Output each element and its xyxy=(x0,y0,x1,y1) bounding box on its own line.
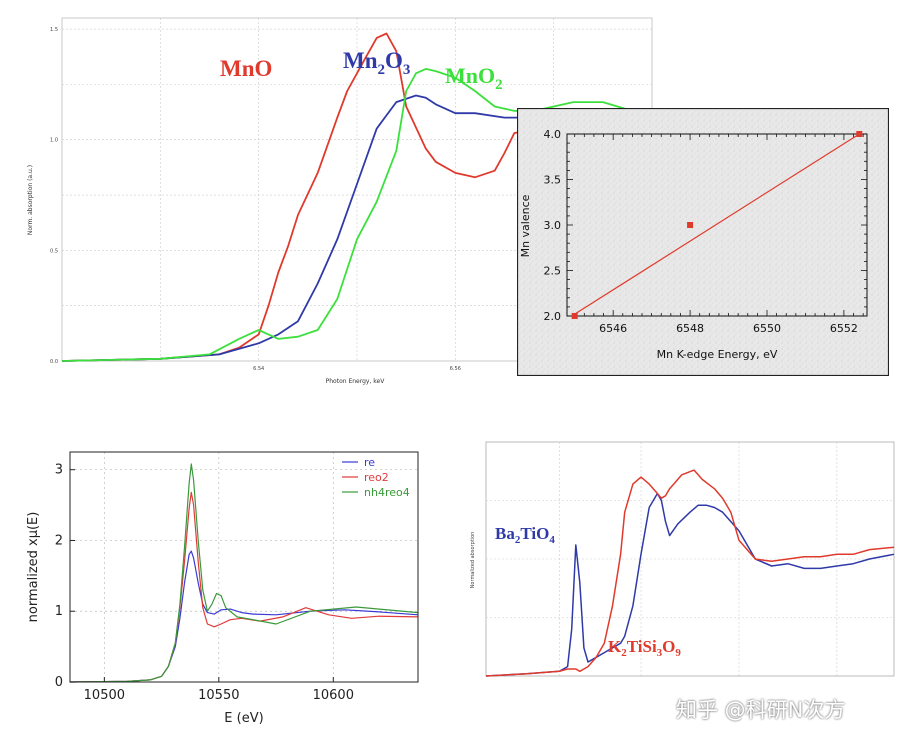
re-x-tick-label: 10600 xyxy=(313,688,354,703)
valence-x-tick-label: 6552 xyxy=(830,322,858,335)
valence-data-point xyxy=(571,313,578,319)
re-plot-frame xyxy=(69,451,419,683)
valence-y-tick-label: 2.0 xyxy=(544,310,562,323)
re-legend-label: re xyxy=(364,456,375,469)
re-y-tick-label: 3 xyxy=(55,463,63,478)
ti-edge-y-axis-label: Normalized absorption xyxy=(470,532,476,589)
valence-x-tick-label: 6546 xyxy=(599,322,627,335)
valence-y-tick-label: 3.0 xyxy=(544,219,562,232)
re-y-tick-label: 2 xyxy=(55,533,63,548)
re-edge-axes: 10500 10550 10600 0 1 2 3 xyxy=(55,451,419,703)
valence-y-tick-label: 4.0 xyxy=(544,128,562,141)
re-y-tick-label: 0 xyxy=(55,675,63,690)
ti-line-ba2tio4 xyxy=(485,492,895,677)
ti-line-k2tisi3o9 xyxy=(485,469,895,677)
valence-x-tick-label: 6550 xyxy=(753,322,781,335)
re-edge-series xyxy=(69,463,419,683)
mn-xanes-x-axis-label: Photon Energy, keV xyxy=(326,378,386,385)
re-plot-background xyxy=(70,452,418,682)
mn-xanes-y-tick-label: 0.0 xyxy=(50,359,58,365)
re-line-nh4reo4 xyxy=(69,463,419,683)
label-mno: MnO xyxy=(220,56,272,81)
label-mn2o3: Mn2O3 xyxy=(343,48,410,78)
mn-xanes-x-tick-label: 6.54 xyxy=(253,366,264,372)
label-mno2: MnO2 xyxy=(445,63,503,93)
label-ba2tio4: Ba2TiO4 xyxy=(495,524,555,546)
mn-xanes-line-mno2 xyxy=(61,68,653,362)
valence-x-axis-label: Mn K-edge Energy, eV xyxy=(657,348,778,361)
re-legend-label: nh4reo4 xyxy=(364,486,410,499)
re-edge-legend: re reo2 nh4reo4 xyxy=(342,456,410,499)
ti-edge-grid xyxy=(485,441,895,677)
re-legend-label: reo2 xyxy=(364,471,389,484)
valence-inset-chart: 6546 6548 6550 6552 2.0 2.5 3.0 3.5 4.0 Mn K-edg… xyxy=(517,108,889,376)
mn-xanes-y-tick-label: 1.5 xyxy=(50,27,58,33)
watermark: 知乎 @科研N次方 xyxy=(676,698,846,722)
re-edge-grid xyxy=(70,452,418,683)
valence-y-axis-label: Mn valence xyxy=(519,194,532,257)
mn-xanes-y-axis-label: Norm. absorption (a.u.) xyxy=(27,165,34,235)
re-x-tick-label: 10500 xyxy=(84,688,125,703)
valence-data-point xyxy=(687,222,694,228)
re-edge-y-axis-label: normalized xμ(E) xyxy=(26,512,41,623)
valence-x-tick-label: 6548 xyxy=(676,322,704,335)
re-x-tick-label: 10550 xyxy=(198,688,239,703)
mn-xanes-x-tick-label: 6.56 xyxy=(450,366,461,372)
valence-fit-line xyxy=(574,133,860,315)
valence-inset-axes: 6546 6548 6550 6552 2.0 2.5 3.0 3.5 4.0 xyxy=(544,128,868,335)
valence-y-tick-label: 2.5 xyxy=(544,265,562,278)
mn-xanes-y-tick-label: 1.0 xyxy=(50,138,58,144)
valence-data-point xyxy=(856,131,863,137)
re-edge-x-axis-label: E (eV) xyxy=(224,711,263,726)
valence-y-tick-label: 3.5 xyxy=(544,174,562,187)
valence-inset-marks xyxy=(571,131,863,319)
ti-edge-series xyxy=(485,469,895,677)
re-y-tick-label: 1 xyxy=(55,604,63,619)
label-k2tisi3o9: K2TiSi3O9 xyxy=(608,637,681,659)
mn-xanes-y-tick-label: 0.5 xyxy=(50,248,58,254)
